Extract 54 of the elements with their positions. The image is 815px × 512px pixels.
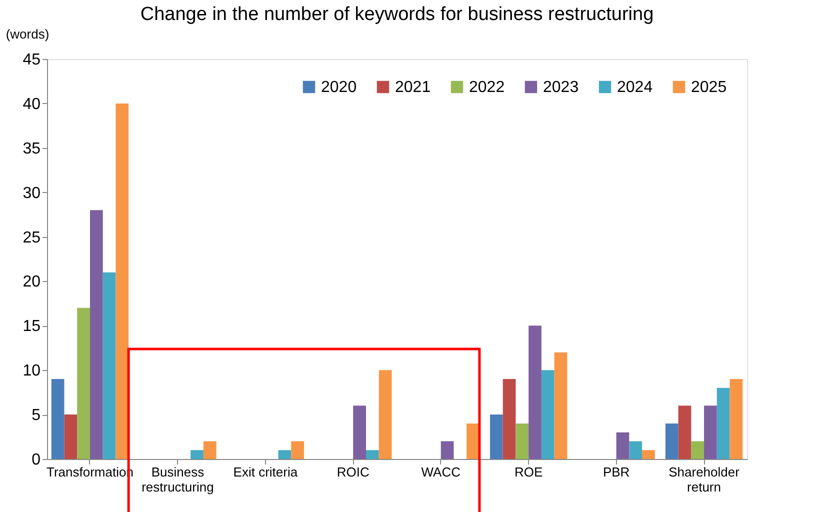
bar: [502, 379, 516, 459]
x-tick-label: PBR: [602, 464, 630, 480]
bar: [716, 388, 730, 459]
bar: [629, 441, 642, 459]
bar: [516, 423, 529, 459]
legend-label: 2022: [469, 79, 505, 96]
bar: [490, 414, 503, 459]
bar: [541, 370, 554, 459]
bar: [64, 414, 78, 459]
bar: [378, 370, 392, 459]
bar: [77, 308, 90, 459]
bar: [291, 441, 304, 459]
y-tick-label: 25: [22, 229, 41, 246]
legend-label: 2020: [321, 79, 357, 96]
y-tick-label: 15: [22, 318, 41, 336]
bar: [642, 450, 655, 459]
x-tick-label: Shareholder return: [668, 464, 740, 494]
bar: [730, 379, 743, 459]
y-axis-title: (words): [6, 26, 50, 42]
x-tick-label: WACC: [421, 464, 460, 480]
bar: [528, 326, 542, 459]
bar: [203, 441, 216, 459]
y-tick-label: 40: [22, 96, 41, 113]
legend-label: 2024: [617, 79, 653, 96]
y-tick-label: 10: [22, 362, 41, 380]
y-tick-label: 5: [32, 407, 41, 424]
bar: [353, 406, 366, 459]
bar: [616, 432, 630, 459]
bar: [440, 441, 454, 459]
bar: [90, 210, 103, 459]
bar: [116, 103, 129, 459]
y-tick-label: 35: [22, 140, 41, 158]
x-tick-label: ROIC: [336, 464, 370, 480]
legend-label: 2023: [543, 79, 579, 96]
bar: [51, 379, 64, 459]
bar: [102, 272, 116, 459]
y-tick-label: 45: [22, 52, 41, 68]
bar: [678, 406, 692, 459]
bar: [190, 450, 204, 459]
y-tick-label: 0: [32, 452, 41, 468]
bar: [665, 423, 678, 459]
chart-title: Change in the number of keywords for business restructuring: [140, 4, 654, 25]
bar: [554, 352, 568, 459]
y-tick-label: 30: [22, 184, 41, 202]
bar: [704, 406, 717, 459]
x-tick-label: ROE: [514, 464, 543, 480]
x-tick-label: Exit criteria: [233, 464, 298, 480]
x-tick-label: Business restructuring: [142, 464, 214, 494]
legend-label: 2025: [691, 79, 727, 96]
legend-label: 2021: [395, 79, 431, 96]
y-tick-label: 20: [22, 274, 41, 291]
bar: [366, 450, 379, 459]
bar: [691, 441, 704, 459]
bar: [278, 450, 292, 459]
